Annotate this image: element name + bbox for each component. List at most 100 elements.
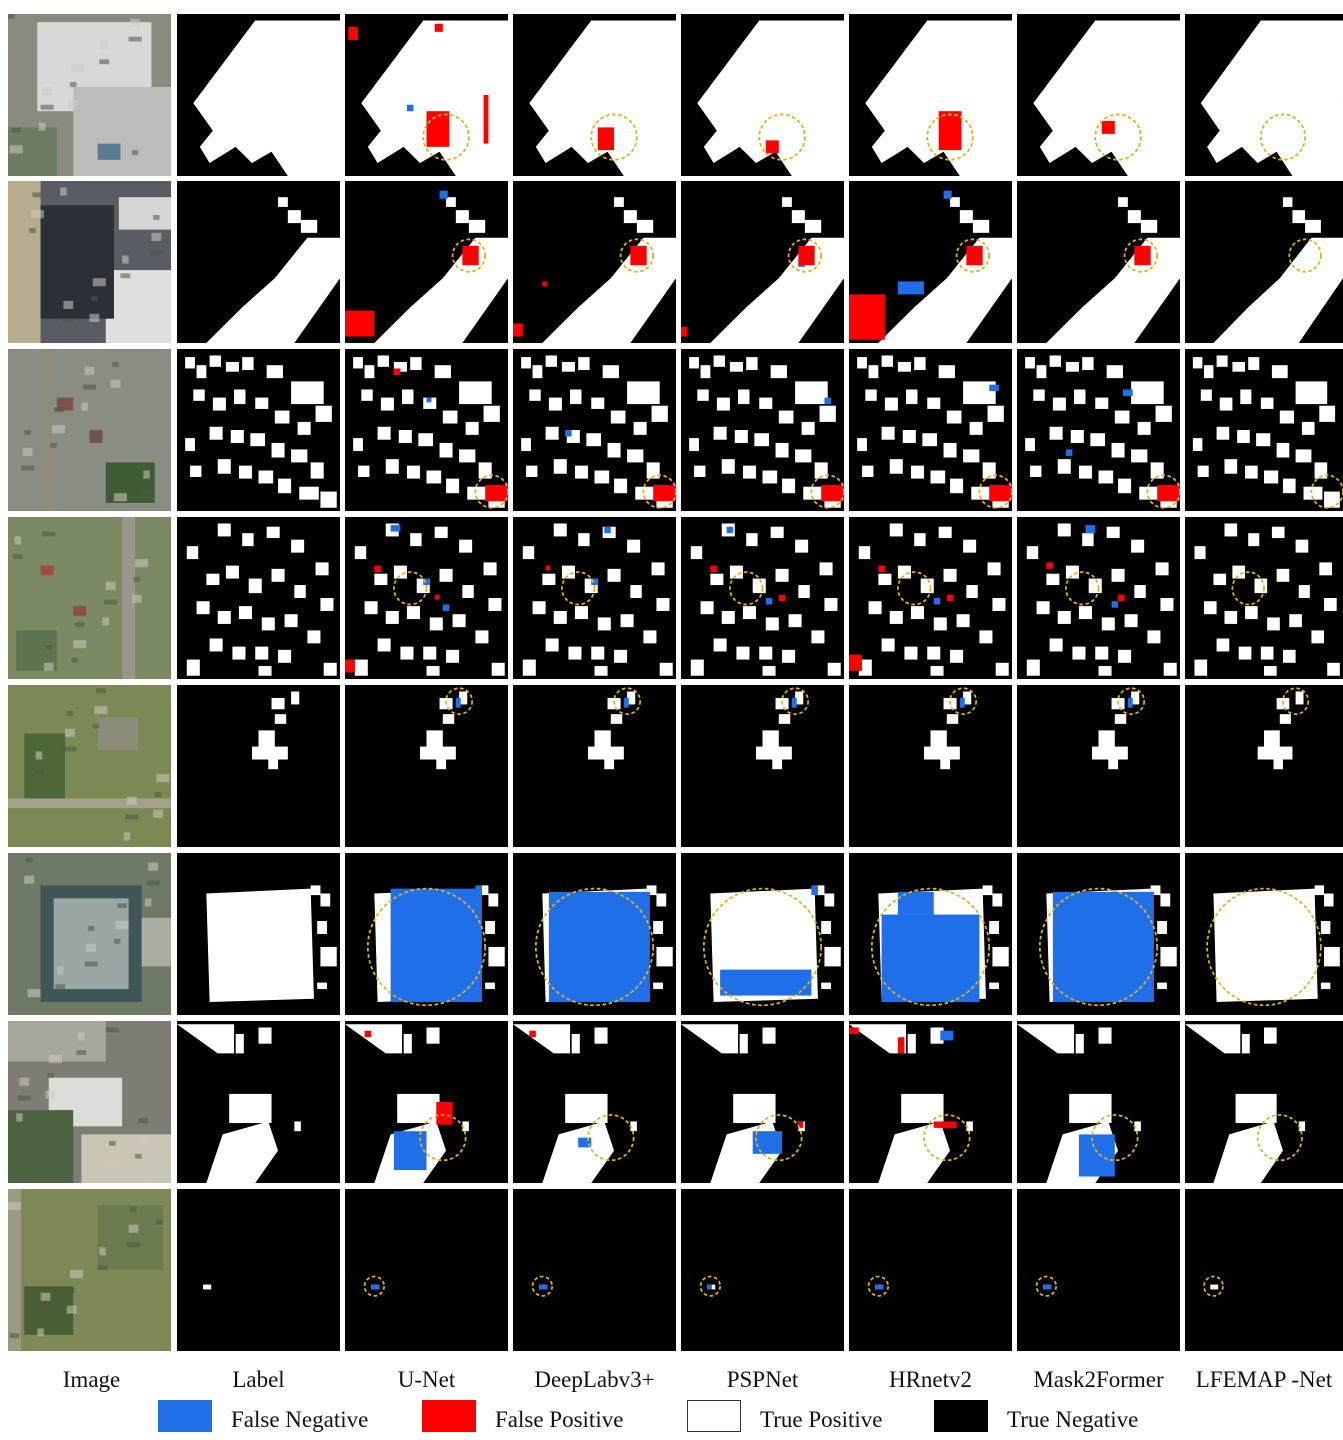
true-positive-region: [690, 659, 704, 676]
mask-hrnetv2-row-2: [849, 181, 1012, 343]
aerial-feature: [105, 462, 155, 503]
true-positive-region: [488, 598, 502, 611]
aerial-feature: [97, 143, 121, 160]
true-positive-region: [765, 617, 779, 631]
true-positive-region: [963, 381, 996, 405]
highlight-circle: [810, 474, 844, 509]
false-positive-region: [778, 594, 786, 602]
true-positive-region: [1235, 1093, 1277, 1124]
true-positive-region: [920, 578, 934, 594]
mask-deeplabv3plus-row-5: [513, 685, 676, 847]
mask-mask2former-row-7: [1017, 1021, 1180, 1183]
true-positive-region: [291, 539, 305, 553]
true-positive-region: [630, 1121, 637, 1132]
aerial-detail: [42, 531, 56, 537]
true-positive-region: [1025, 438, 1035, 452]
true-positive-region: [979, 630, 993, 644]
true-positive-region: [635, 486, 655, 500]
true-positive-region: [483, 562, 497, 576]
true-positive-region: [485, 921, 495, 934]
true-positive-region: [950, 197, 960, 207]
true-positive-region: [217, 610, 231, 624]
aerial-detail: [8, 14, 15, 19]
mask-lfemap-net-row-5: [1185, 685, 1343, 847]
true-positive-region: [938, 365, 955, 379]
aerial-image-row-6: [8, 853, 171, 1015]
mask-unet-row-8: [345, 1189, 508, 1351]
true-positive-region: [578, 533, 590, 547]
true-positive-region: [904, 646, 918, 660]
true-positive-region: [1224, 459, 1238, 474]
mask-mask2former-row-3: [1017, 349, 1180, 511]
true-positive-region: [1320, 921, 1331, 934]
true-positive-region: [627, 449, 644, 463]
true-positive-region: [185, 357, 195, 369]
true-positive-region: [1324, 491, 1340, 508]
true-negative-area: [345, 1189, 508, 1351]
false-positive-region: [798, 245, 815, 266]
true-positive-region: [1295, 691, 1304, 705]
true-positive-region: [1106, 526, 1120, 539]
aerial-detail: [125, 814, 139, 820]
true-positive-region: [653, 921, 663, 934]
aerial-detail: [96, 688, 106, 694]
true-positive-region: [185, 438, 195, 452]
aerial-detail: [32, 192, 43, 198]
true-positive-region: [574, 606, 588, 620]
true-positive-region: [959, 210, 973, 224]
true-positive-region: [402, 389, 414, 405]
mask-hrnetv2-row-3: [849, 349, 1012, 511]
true-positive-region: [1140, 219, 1158, 233]
false-negative-region: [439, 190, 448, 199]
aerial-detail: [113, 493, 127, 502]
true-positive-region: [1213, 888, 1318, 1003]
aerial-feature: [40, 349, 51, 511]
true-positive-region: [238, 606, 252, 620]
true-positive-region: [940, 756, 951, 770]
aerial-feature: [73, 606, 87, 616]
column-header-lfemap-net: LFEMAP -Net: [1195, 1367, 1333, 1392]
true-positive-region: [353, 438, 363, 452]
true-positive-region: [930, 730, 947, 750]
true-positive-region: [271, 568, 285, 582]
true-positive-region: [782, 478, 796, 494]
true-positive-region: [242, 357, 254, 371]
mask-deeplabv3plus-row-7: [513, 1021, 676, 1183]
true-positive-region: [1232, 565, 1246, 579]
true-positive-region: [542, 573, 556, 586]
true-positive-region: [446, 197, 456, 207]
highlight-circle: [1256, 1114, 1303, 1162]
aerial-detail: [138, 1118, 149, 1124]
true-positive-region: [742, 606, 756, 620]
highlight-circle: [534, 887, 655, 1007]
highlight-circle: [758, 113, 806, 161]
aerial-detail: [146, 880, 160, 886]
true-positive-region: [1245, 606, 1258, 620]
false-positive-region: [933, 1121, 957, 1128]
aerial-detail: [151, 232, 162, 241]
true-positive-region: [697, 389, 709, 401]
highlight-circle: [366, 887, 487, 1007]
true-positive-region: [1320, 982, 1331, 990]
false-negative-region: [726, 526, 734, 534]
aerial-detail: [60, 187, 67, 196]
true-positive-region: [739, 1033, 748, 1054]
mask-pspnet-row-3: [681, 349, 844, 511]
true-positive-region: [238, 465, 252, 479]
aerial-detail: [45, 644, 53, 650]
aerial-detail: [99, 1247, 106, 1256]
true-positive-region: [1118, 197, 1128, 207]
true-positive-region: [995, 662, 1009, 676]
true-positive-region: [410, 357, 422, 371]
true-positive-region: [1088, 578, 1102, 594]
aerial-feature: [81, 1134, 171, 1183]
true-positive-region: [258, 470, 274, 484]
true-positive-region: [1273, 756, 1283, 770]
true-positive-region: [689, 357, 699, 369]
true-positive-region: [1224, 523, 1238, 537]
aerial-detail: [131, 150, 139, 155]
mask-label-row-1: [177, 14, 340, 176]
true-positive-region: [284, 614, 298, 628]
true-positive-region: [636, 219, 654, 233]
true-positive-region: [946, 410, 962, 424]
